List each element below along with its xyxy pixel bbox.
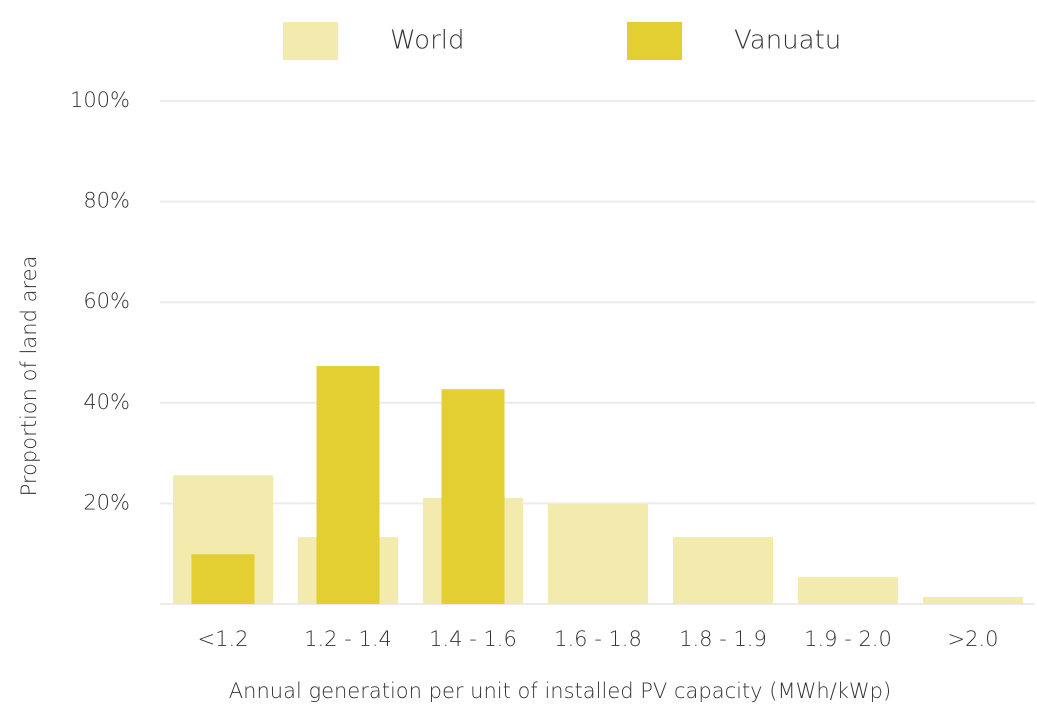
y-tick-label: 100%: [70, 88, 130, 112]
bar: [923, 596, 1023, 604]
legend-swatch: [283, 22, 338, 60]
x-tick-label: 1.4 - 1.6: [429, 627, 517, 651]
bar: [441, 389, 505, 604]
x-tick-label: 1.8 - 1.9: [679, 627, 767, 651]
x-tick-label: <1.2: [198, 627, 249, 651]
y-tick-label: 20%: [83, 490, 130, 514]
legend-label: World: [390, 26, 465, 56]
bar: [316, 366, 380, 604]
y-tick-label: 60%: [83, 289, 130, 313]
bar: [673, 537, 773, 604]
bar: [191, 554, 255, 604]
bar: [798, 576, 898, 604]
y-tick-label: 40%: [83, 390, 130, 414]
legend-swatch: [627, 22, 682, 60]
x-tick-label: 1.2 - 1.4: [304, 627, 392, 651]
x-axis-title: Annual generation per unit of installed …: [229, 679, 891, 703]
y-axis-title: Proportion of land area: [17, 256, 41, 497]
y-tick-label: 80%: [83, 189, 130, 213]
x-tick-label: 1.9 - 2.0: [804, 627, 892, 651]
x-tick-label: >2.0: [948, 627, 999, 651]
bar: [548, 503, 648, 604]
legend-label: Vanuatu: [734, 26, 841, 56]
x-tick-label: 1.6 - 1.8: [554, 627, 642, 651]
